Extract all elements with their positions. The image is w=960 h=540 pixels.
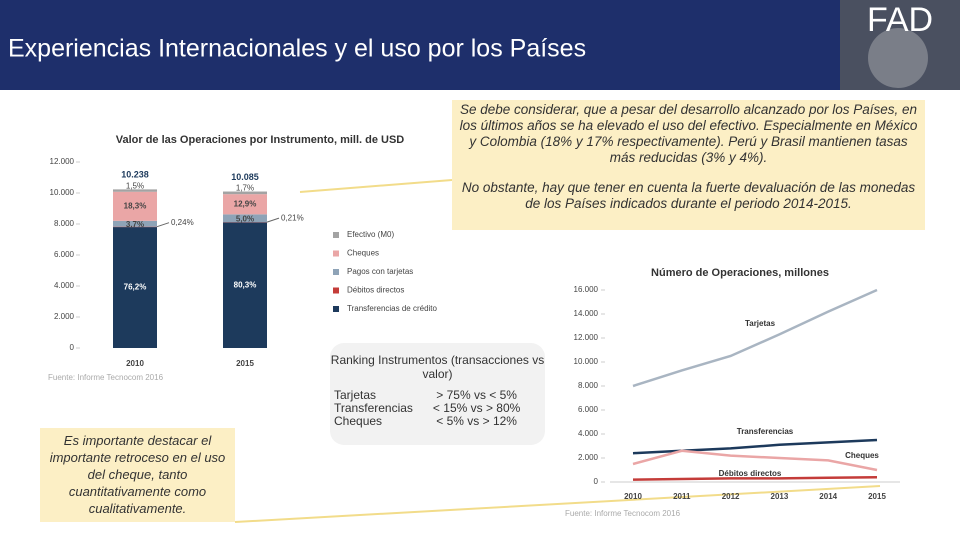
value-label: 3,7% — [126, 220, 144, 229]
value-label: 1,7% — [236, 184, 254, 193]
callout-paragraph: No obstante, hay que tener en cuenta la … — [461, 180, 916, 211]
legend-label: Efectivo (M0) — [347, 230, 394, 239]
leader-line — [266, 217, 280, 223]
x-tick-label: 2015 — [236, 359, 254, 368]
value-label: 1,5% — [126, 181, 144, 190]
total-label: 10.085 — [231, 172, 259, 182]
ranking-row: Cheques < 5% vs > 12% — [334, 415, 520, 428]
connector — [299, 179, 453, 193]
callout-paragraph: Se debe considerar, que a pesar del desa… — [459, 102, 918, 165]
ranking-row: Transferencias < 15% vs > 80% — [334, 402, 520, 415]
bar-segment — [113, 227, 157, 348]
header-band — [0, 0, 960, 90]
ranking-cell: Transferencias — [334, 401, 413, 415]
ranking-cell: > 75% vs < 5% — [436, 388, 517, 402]
legend-label: Pagos con tarjetas — [347, 267, 413, 276]
y-tick-label: 6.000 — [54, 250, 75, 259]
series-label: Transferencias — [737, 427, 794, 436]
y-tick-label: 0 — [594, 477, 599, 486]
legend-swatch — [333, 306, 339, 312]
y-tick-label: 10.000 — [50, 188, 75, 197]
y-tick-label: 2.000 — [54, 312, 75, 321]
ranking-cell: Cheques — [334, 414, 383, 428]
y-tick-label: 16.000 — [574, 285, 599, 294]
series-label: Tarjetas — [745, 319, 776, 328]
total-label: 10.238 — [121, 170, 149, 180]
value-label: 5,0% — [236, 214, 254, 223]
callout-bottom: Es importante destacar el importante ret… — [40, 428, 235, 522]
y-tick-label: 6.000 — [578, 405, 599, 414]
y-tick-label: 12.000 — [574, 333, 599, 342]
header-title: Experiencias Internacionales y el uso po… — [8, 35, 586, 63]
legend-label: Transferencias de crédito — [347, 304, 438, 313]
y-tick-label: 12.000 — [50, 157, 75, 166]
ranking-cell: < 5% vs > 12% — [436, 414, 517, 428]
value-label: 0,21% — [281, 213, 304, 222]
bar-segment — [113, 220, 157, 227]
legend-label: Cheques — [347, 249, 379, 258]
logo-text: FAD — [867, 1, 933, 39]
source: Fuente: Informe Tecnocom 2016 — [565, 509, 681, 518]
y-tick-label: 4.000 — [578, 429, 599, 438]
chart-title: Valor de las Operaciones por Instrumento… — [116, 134, 405, 146]
y-tick-label: 0 — [70, 343, 75, 352]
ranking-cell: Tarjetas — [334, 388, 377, 402]
callout-top: Se debe considerar, que a pesar del desa… — [452, 100, 925, 230]
x-tick-label: 2011 — [673, 492, 691, 501]
connector — [234, 485, 881, 523]
chart-title: Número de Operaciones, millones — [651, 267, 829, 279]
legend-label: Débitos directos — [347, 286, 404, 295]
y-tick-label: 8.000 — [578, 381, 599, 390]
series-line — [632, 288, 878, 388]
series-line — [632, 438, 878, 455]
logo-seal — [868, 28, 928, 88]
x-tick-label: 2012 — [722, 492, 740, 501]
y-tick-label: 10.000 — [574, 357, 599, 366]
series-label: Débitos directos — [719, 469, 782, 478]
y-tick-label: 4.000 — [54, 281, 75, 290]
x-tick-label: 2010 — [126, 359, 144, 368]
bar-segment — [223, 222, 267, 348]
x-tick-label: 2013 — [771, 492, 789, 501]
y-tick-label: 2.000 — [578, 453, 599, 462]
ranking-row: Tarjetas > 75% vs < 5% — [334, 389, 520, 402]
value-label: 0,24% — [171, 218, 194, 227]
ranking-title: Ranking Instrumentos (transacciones vs v… — [330, 353, 545, 381]
bar-segment — [223, 191, 267, 195]
value-label: 80,3% — [234, 280, 257, 289]
leader-line — [156, 222, 170, 228]
ranking-cell: < 15% vs > 80% — [432, 401, 521, 415]
value-label: 12,9% — [234, 199, 257, 208]
bar-segment — [113, 189, 157, 192]
value-label: 76,2% — [124, 283, 147, 292]
ranking-box: Ranking Instrumentos (transacciones vs v… — [330, 343, 545, 445]
legend-swatch — [333, 250, 339, 257]
series-line — [632, 449, 878, 472]
y-tick-label: 8.000 — [54, 219, 75, 228]
bar-segment — [223, 214, 267, 223]
ranking-table: Tarjetas > 75% vs < 5% Transferencias < 15%… — [334, 389, 520, 428]
bar-segment — [113, 191, 157, 221]
series-label: Cheques — [845, 451, 879, 460]
legend-swatch — [333, 269, 339, 275]
value-label: 18,3% — [124, 201, 147, 210]
legend-swatch — [333, 287, 339, 294]
x-tick-label: 2014 — [819, 492, 837, 501]
series-line — [632, 475, 878, 481]
bar-segment — [223, 194, 267, 215]
y-tick-label: 14.000 — [574, 309, 599, 318]
x-tick-label: 2015 — [868, 492, 886, 501]
source: Fuente: Informe Tecnocom 2016 — [48, 373, 164, 382]
x-tick-label: 2010 — [624, 492, 642, 501]
legend-swatch — [333, 232, 339, 238]
